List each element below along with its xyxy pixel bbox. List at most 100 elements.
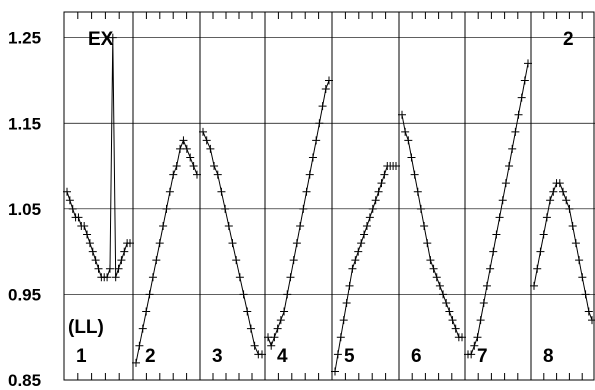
data-point	[360, 230, 369, 239]
data-point	[267, 341, 276, 350]
data-point	[182, 144, 191, 153]
y-tick-label: 1.05	[8, 200, 41, 219]
panel-5: 5	[331, 162, 400, 376]
data-point	[165, 187, 174, 196]
data-point	[120, 247, 129, 256]
data-point	[398, 110, 406, 119]
data-point	[348, 264, 357, 273]
data-point	[435, 281, 444, 290]
data-point	[221, 204, 230, 213]
data-point	[302, 187, 311, 196]
data-point	[374, 187, 383, 196]
data-point	[542, 213, 551, 222]
data-point	[276, 316, 285, 325]
data-point	[172, 162, 181, 171]
data-point	[482, 281, 491, 290]
data-point	[145, 290, 154, 299]
data-point	[505, 162, 514, 171]
data-point	[407, 153, 416, 162]
data-point	[413, 187, 422, 196]
data-point	[239, 290, 248, 299]
data-point	[392, 162, 400, 171]
data-point	[155, 239, 164, 248]
panel-6-curve	[401, 114, 462, 338]
data-point	[111, 273, 120, 282]
data-point	[377, 179, 386, 188]
data-point	[312, 136, 321, 145]
data-point	[117, 256, 126, 265]
data-point	[498, 196, 507, 205]
data-point	[289, 256, 298, 265]
data-point	[283, 290, 292, 299]
data-point	[549, 187, 558, 196]
data-point	[85, 239, 94, 248]
data-point	[533, 264, 542, 273]
panel-label-8: 8	[543, 346, 554, 367]
data-point	[467, 350, 476, 359]
data-point	[315, 119, 324, 128]
data-point	[339, 316, 348, 325]
panel-4: 4	[264, 76, 333, 367]
panel-2-curve	[135, 139, 198, 363]
data-point	[321, 85, 330, 94]
data-point	[559, 187, 567, 196]
data-point	[429, 264, 438, 273]
data-point	[357, 239, 366, 248]
data-point	[362, 221, 371, 230]
data-point	[333, 350, 342, 359]
data-point	[575, 256, 584, 265]
panel-1: 1	[63, 33, 134, 367]
data-point	[292, 239, 301, 248]
data-point	[270, 333, 279, 342]
data-point	[108, 33, 117, 42]
data-point	[445, 307, 454, 316]
data-point	[568, 221, 577, 230]
data-point	[132, 358, 140, 367]
panel-label-2: 2	[145, 346, 156, 367]
data-point	[213, 170, 222, 179]
data-point	[179, 136, 188, 145]
y-tick-label: 0.85	[8, 371, 41, 390]
data-point	[336, 333, 345, 342]
data-point	[492, 230, 501, 239]
data-point	[94, 264, 103, 273]
data-point	[555, 179, 564, 188]
data-point	[80, 221, 89, 230]
annotation-ll: (LL)	[68, 317, 104, 338]
data-point	[63, 187, 71, 196]
data-point	[368, 204, 377, 213]
data-point	[495, 213, 504, 222]
data-point	[486, 264, 495, 273]
data-point	[246, 324, 255, 333]
data-point	[228, 239, 237, 248]
data-point	[65, 196, 74, 205]
x-axis-ticks	[77, 12, 583, 380]
data-point	[176, 144, 185, 153]
y-tick-label: 1.15	[8, 114, 41, 133]
panel-label-3: 3	[212, 346, 223, 367]
data-point	[476, 316, 485, 325]
panel-1-curve	[66, 37, 130, 278]
y-tick-label: 1.25	[8, 29, 41, 48]
data-point	[565, 204, 574, 213]
data-point	[258, 350, 266, 359]
data-point	[571, 239, 580, 248]
data-point	[517, 93, 526, 102]
data-point	[432, 273, 441, 282]
data-point	[159, 221, 168, 230]
data-point	[114, 264, 123, 273]
data-point	[410, 170, 419, 179]
panel-label-4: 4	[277, 346, 288, 367]
data-point	[105, 264, 114, 273]
data-point	[331, 367, 339, 376]
data-point	[404, 136, 413, 145]
panel-6: 6	[398, 110, 466, 367]
data-point	[442, 298, 451, 307]
panel-2: 2	[132, 136, 201, 367]
data-point	[354, 247, 363, 256]
panel-label-7: 7	[477, 346, 488, 367]
panel-4-curve	[267, 80, 330, 348]
data-point	[199, 127, 207, 136]
data-point	[210, 162, 219, 171]
data-point	[479, 298, 488, 307]
